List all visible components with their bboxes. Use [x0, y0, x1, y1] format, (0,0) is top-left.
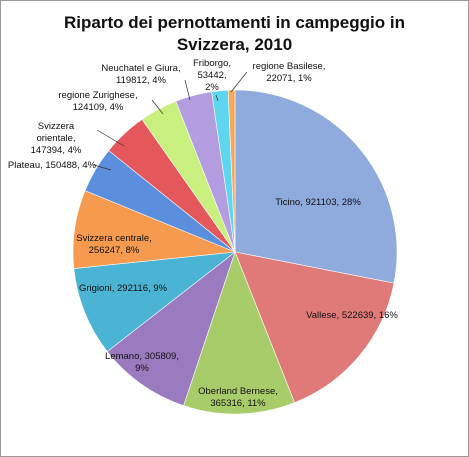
leader-line — [230, 71, 248, 93]
slice-label-line: 365316, 11% — [210, 398, 266, 409]
slice-label-line: orientale, — [36, 133, 75, 144]
slice-label-line: 147394, 4% — [31, 145, 82, 156]
pie-slice-oberland-bernese — [183, 251, 295, 415]
slice-label-oberland-bernese: Oberland Bernese, 365316, 11% — [198, 386, 278, 409]
pie-slice-regione-basilese — [227, 89, 236, 253]
slice-label-line: Lemano, 305809, — [105, 351, 179, 362]
slice-label-line: Neuchatel e Giura, — [101, 63, 180, 74]
chart-title-line-2: Svizzera, 2010 — [176, 35, 293, 54]
chart-title-line-1: Riparto dei pernottamenti in campeggio i… — [64, 13, 405, 32]
slice-label-lemano: Lemano, 305809, 9% — [105, 351, 179, 374]
slice-label-vallese: Vallese, 522639, 16% — [306, 310, 398, 321]
slice-label-line: 119812, 4% — [116, 75, 167, 86]
slice-label-line: Svizzera — [38, 121, 75, 132]
pie-slice-vallese — [234, 251, 395, 404]
leader-line — [93, 164, 112, 171]
slice-label-regione-zurighese: regione Zurighese, 124109, 4% — [58, 90, 137, 113]
slice-label-svizzera-centrale: Svizzera centrale, 256247, 8% — [76, 233, 152, 256]
slice-label-friborgo: Friborgo, 53442, 2% — [193, 58, 231, 93]
slice-label-regione-basilese: regione Basilese, 22071, 1% — [253, 61, 326, 84]
leader-line — [151, 99, 164, 115]
chart-title: Riparto dei pernottamenti in campeggio i… — [20, 12, 449, 56]
pie-slices — [72, 89, 398, 415]
slice-label-ticino: Ticino, 921103, 28% — [275, 197, 361, 208]
slice-label-line: regione Zurighese, — [58, 90, 137, 101]
pie-slice-lemano — [106, 251, 236, 406]
slice-label-line: Plateau, 150488, 4% — [8, 160, 97, 171]
slice-label-plateau: Plateau, 150488, 4% — [8, 160, 97, 171]
leader-line — [96, 129, 125, 147]
slice-labels: Ticino, 921103, 28% Vallese, 522639, 16% O… — [8, 58, 399, 409]
slice-label-line: regione Basilese, — [253, 61, 326, 72]
slice-label-svizzera-orientale: Svizzera orientale, 147394, 4% — [31, 121, 82, 156]
slice-label-line: 124109, 4% — [73, 102, 124, 113]
slice-label-line: 2% — [205, 82, 219, 93]
slice-label-line: 22071, 1% — [266, 73, 312, 84]
leader-lines — [93, 71, 248, 171]
pie-slice-grigioni — [73, 251, 237, 352]
slice-label-line: Vallese, 522639, 16% — [306, 310, 398, 321]
slice-label-line: Grigioni, 292116, 9% — [79, 283, 168, 294]
slice-label-line: Svizzera centrale, — [76, 233, 152, 244]
leader-line — [215, 94, 219, 102]
slice-label-grigioni: Grigioni, 292116, 9% — [79, 283, 168, 294]
slice-label-line: Friborgo, — [193, 58, 231, 69]
slice-label-line: 53442, — [197, 70, 226, 81]
pie-slice-ticino — [234, 89, 398, 284]
slice-label-line: Ticino, 921103, 28% — [275, 197, 361, 208]
slice-label-neuchatel-e-giura: Neuchatel e Giura, 119812, 4% — [101, 63, 180, 86]
leader-line — [184, 79, 191, 101]
slice-label-line: 9% — [135, 363, 149, 374]
slice-label-line: 256247, 8% — [89, 245, 140, 256]
slice-label-line: Oberland Bernese, — [198, 386, 278, 397]
